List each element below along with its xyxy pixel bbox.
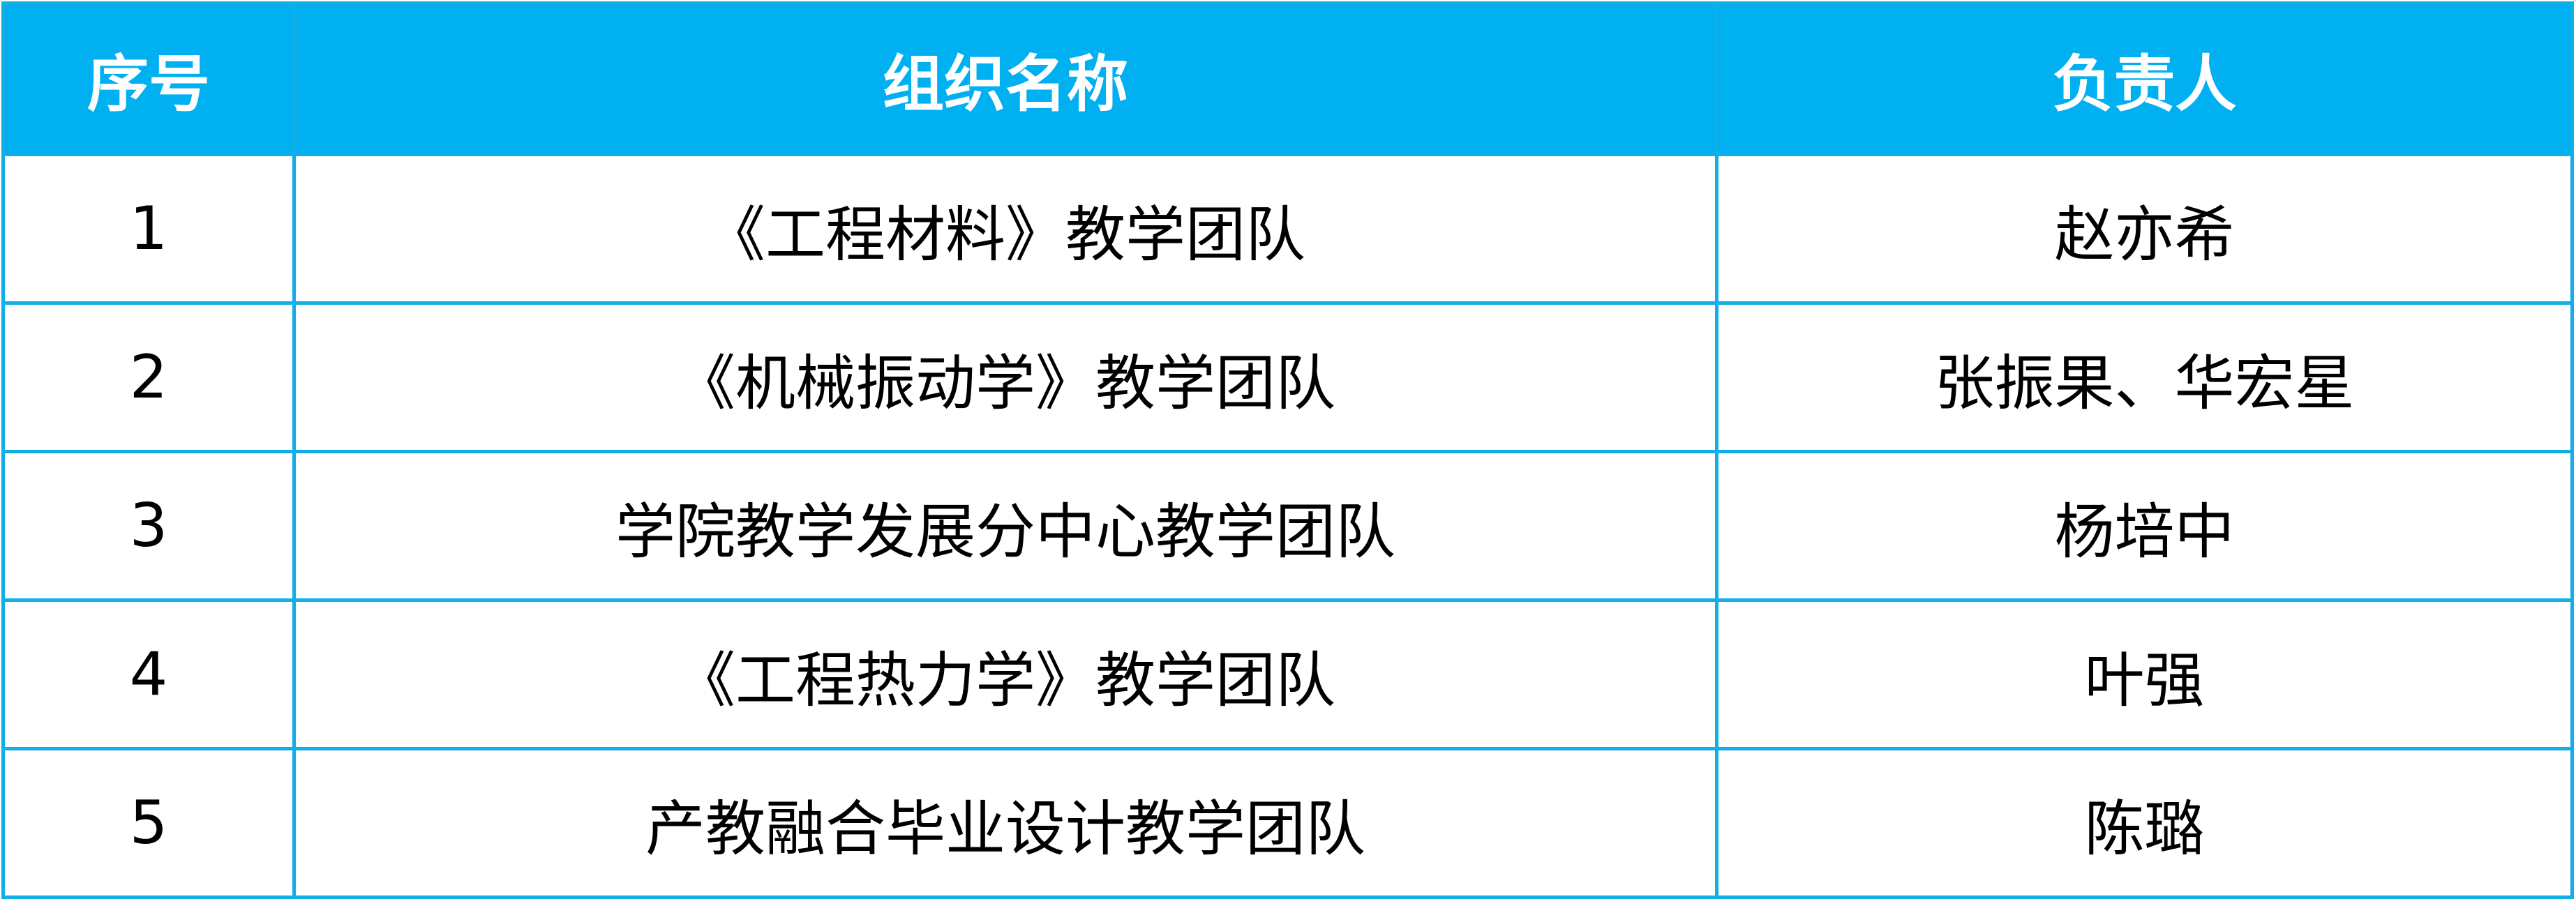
table-row: 5 产教融合毕业设计教学团队 陈璐 (1, 747, 2574, 899)
cell-index: 5 (1, 747, 296, 899)
cell-leader: 叶强 (1715, 598, 2574, 750)
cell-index: 2 (1, 301, 296, 453)
header-org-name: 组织名称 (292, 1, 1718, 156)
cell-leader: 赵亦希 (1715, 153, 2574, 305)
cell-leader: 张振果、华宏星 (1715, 301, 2574, 453)
header-row: 序号 组织名称 负责人 (1, 1, 2574, 156)
team-table: 序号 组织名称 负责人 1 《工程材料》教学团队 赵亦希 2 《机械振动学》教学… (1, 1, 2574, 899)
cell-leader: 陈璐 (1715, 747, 2574, 899)
table-row: 4 《工程热力学》教学团队 叶强 (1, 598, 2574, 750)
table-row: 1 《工程材料》教学团队 赵亦希 (1, 153, 2574, 305)
cell-org-name: 学院教学发展分中心教学团队 (292, 450, 1718, 602)
table-row: 3 学院教学发展分中心教学团队 杨培中 (1, 450, 2574, 602)
header-leader: 负责人 (1715, 1, 2574, 156)
cell-index: 3 (1, 450, 296, 602)
cell-org-name: 《工程热力学》教学团队 (292, 598, 1718, 750)
cell-org-name: 《机械振动学》教学团队 (292, 301, 1718, 453)
header-index: 序号 (1, 1, 296, 156)
table-row: 2 《机械振动学》教学团队 张振果、华宏星 (1, 301, 2574, 453)
cell-org-name: 产教融合毕业设计教学团队 (292, 747, 1718, 899)
cell-org-name: 《工程材料》教学团队 (292, 153, 1718, 305)
cell-index: 1 (1, 153, 296, 305)
cell-index: 4 (1, 598, 296, 750)
cell-leader: 杨培中 (1715, 450, 2574, 602)
